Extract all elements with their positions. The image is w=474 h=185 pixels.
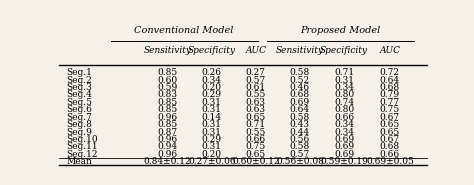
Text: AUC: AUC bbox=[245, 46, 266, 56]
Text: 0.55: 0.55 bbox=[246, 127, 266, 137]
Text: 0.58: 0.58 bbox=[290, 68, 310, 77]
Text: 0.87: 0.87 bbox=[157, 127, 178, 137]
Text: 0.26: 0.26 bbox=[202, 68, 222, 77]
Text: 0.44: 0.44 bbox=[290, 127, 310, 137]
Text: 0.68: 0.68 bbox=[290, 90, 310, 100]
Text: Seg.8: Seg.8 bbox=[66, 120, 92, 129]
Text: Seg.5: Seg.5 bbox=[66, 98, 92, 107]
Text: 0.96: 0.96 bbox=[157, 150, 178, 159]
Text: 0.57: 0.57 bbox=[290, 150, 310, 159]
Text: 0.77: 0.77 bbox=[380, 98, 400, 107]
Text: 0.85: 0.85 bbox=[157, 68, 178, 77]
Text: 0.14: 0.14 bbox=[201, 113, 222, 122]
Text: 0.83: 0.83 bbox=[158, 90, 178, 100]
Text: 0.31: 0.31 bbox=[202, 142, 222, 151]
Text: 0.34: 0.34 bbox=[334, 83, 354, 92]
Text: 0.69±0.05: 0.69±0.05 bbox=[366, 157, 414, 166]
Text: 0.79: 0.79 bbox=[380, 90, 400, 100]
Text: Mean: Mean bbox=[66, 157, 92, 166]
Text: 0.56±0.08: 0.56±0.08 bbox=[276, 157, 324, 166]
Text: 0.34: 0.34 bbox=[334, 120, 354, 129]
Text: 0.27: 0.27 bbox=[246, 68, 266, 77]
Text: 0.65: 0.65 bbox=[380, 120, 400, 129]
Text: 0.58: 0.58 bbox=[290, 142, 310, 151]
Text: 0.55: 0.55 bbox=[246, 90, 266, 100]
Text: 0.75: 0.75 bbox=[380, 105, 400, 114]
Text: 0.85: 0.85 bbox=[157, 120, 178, 129]
Text: Seg.6: Seg.6 bbox=[66, 105, 92, 114]
Text: 0.80: 0.80 bbox=[334, 90, 354, 100]
Text: 0.67: 0.67 bbox=[380, 135, 400, 144]
Text: 0.84±0.12: 0.84±0.12 bbox=[144, 157, 191, 166]
Text: 0.20: 0.20 bbox=[202, 150, 222, 159]
Text: 0.60±0.12: 0.60±0.12 bbox=[232, 157, 280, 166]
Text: 0.69: 0.69 bbox=[334, 150, 354, 159]
Text: 0.43: 0.43 bbox=[290, 120, 310, 129]
Text: Specificity: Specificity bbox=[188, 46, 236, 56]
Text: 0.56: 0.56 bbox=[290, 135, 310, 144]
Text: 0.94: 0.94 bbox=[157, 142, 178, 151]
Text: 0.69: 0.69 bbox=[334, 142, 354, 151]
Text: Seg.1: Seg.1 bbox=[66, 68, 92, 77]
Text: 0.31: 0.31 bbox=[202, 120, 222, 129]
Text: 0.59±0.19: 0.59±0.19 bbox=[320, 157, 368, 166]
Text: Sensitivity: Sensitivity bbox=[276, 46, 324, 56]
Text: 0.68: 0.68 bbox=[380, 142, 400, 151]
Text: 0.96: 0.96 bbox=[157, 113, 178, 122]
Text: 0.66: 0.66 bbox=[334, 113, 354, 122]
Text: 0.31: 0.31 bbox=[202, 127, 222, 137]
Text: 0.66: 0.66 bbox=[246, 135, 266, 144]
Text: 0.96: 0.96 bbox=[157, 135, 178, 144]
Text: 0.65: 0.65 bbox=[380, 127, 400, 137]
Text: Seg.12: Seg.12 bbox=[66, 150, 98, 159]
Text: 0.31: 0.31 bbox=[202, 98, 222, 107]
Text: 0.71: 0.71 bbox=[246, 120, 266, 129]
Text: 0.57: 0.57 bbox=[246, 76, 266, 85]
Text: 0.60: 0.60 bbox=[157, 76, 178, 85]
Text: Specificity: Specificity bbox=[320, 46, 368, 56]
Text: AUC: AUC bbox=[379, 46, 401, 56]
Text: Seg.11: Seg.11 bbox=[66, 142, 98, 151]
Text: 0.29: 0.29 bbox=[202, 90, 222, 100]
Text: 0.80: 0.80 bbox=[334, 105, 354, 114]
Text: 0.59: 0.59 bbox=[157, 83, 178, 92]
Text: 0.74: 0.74 bbox=[334, 98, 354, 107]
Text: 0.31: 0.31 bbox=[334, 76, 354, 85]
Text: 0.64: 0.64 bbox=[380, 76, 400, 85]
Text: 0.63: 0.63 bbox=[246, 105, 266, 114]
Text: 0.71: 0.71 bbox=[334, 68, 354, 77]
Text: Conventional Model: Conventional Model bbox=[135, 26, 234, 36]
Text: Proposed Model: Proposed Model bbox=[300, 26, 381, 36]
Text: 0.34: 0.34 bbox=[334, 127, 354, 137]
Text: 0.61: 0.61 bbox=[246, 83, 266, 92]
Text: Sensitivity: Sensitivity bbox=[144, 46, 191, 56]
Text: 0.29: 0.29 bbox=[202, 135, 222, 144]
Text: 0.69: 0.69 bbox=[334, 135, 354, 144]
Text: 0.85: 0.85 bbox=[157, 105, 178, 114]
Text: 0.20: 0.20 bbox=[202, 83, 222, 92]
Text: Seg.2: Seg.2 bbox=[66, 76, 92, 85]
Text: Seg.7: Seg.7 bbox=[66, 113, 92, 122]
Text: 0.27±0.06: 0.27±0.06 bbox=[188, 157, 236, 166]
Text: 0.69: 0.69 bbox=[290, 98, 310, 107]
Text: 0.68: 0.68 bbox=[380, 83, 400, 92]
Text: 0.64: 0.64 bbox=[290, 105, 310, 114]
Text: Seg.10: Seg.10 bbox=[66, 135, 98, 144]
Text: 0.34: 0.34 bbox=[202, 76, 222, 85]
Text: 0.63: 0.63 bbox=[246, 98, 266, 107]
Text: 0.31: 0.31 bbox=[202, 105, 222, 114]
Text: Seg.3: Seg.3 bbox=[66, 83, 92, 92]
Text: 0.46: 0.46 bbox=[290, 83, 310, 92]
Text: 0.75: 0.75 bbox=[246, 142, 266, 151]
Text: 0.85: 0.85 bbox=[157, 98, 178, 107]
Text: Seg.9: Seg.9 bbox=[66, 127, 92, 137]
Text: 0.58: 0.58 bbox=[290, 113, 310, 122]
Text: 0.72: 0.72 bbox=[380, 68, 400, 77]
Text: 0.52: 0.52 bbox=[290, 76, 310, 85]
Text: 0.65: 0.65 bbox=[246, 150, 266, 159]
Text: 0.66: 0.66 bbox=[380, 150, 400, 159]
Text: 0.67: 0.67 bbox=[380, 113, 400, 122]
Text: 0.65: 0.65 bbox=[246, 113, 266, 122]
Text: Seg.4: Seg.4 bbox=[66, 90, 92, 100]
